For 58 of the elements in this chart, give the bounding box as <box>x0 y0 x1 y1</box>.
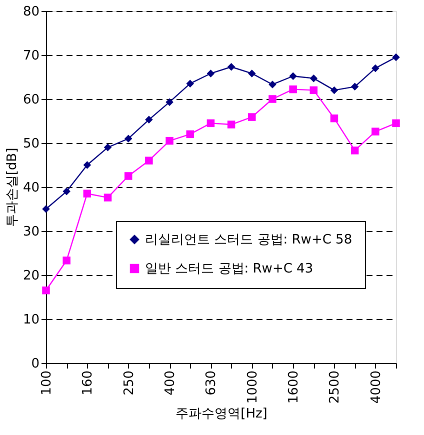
point <box>186 130 194 138</box>
point <box>392 53 400 62</box>
point <box>330 114 338 122</box>
point <box>206 70 215 78</box>
point <box>392 119 400 128</box>
point <box>83 161 92 169</box>
x-tick-label: 4000 <box>368 370 384 404</box>
x-tick-label: 1600 <box>286 370 302 404</box>
y-tick-label: 80 <box>22 4 40 20</box>
point <box>124 134 132 142</box>
point <box>350 146 359 154</box>
point <box>42 286 50 294</box>
y-axis-title: 투과손실[dB] <box>4 148 20 228</box>
y-tick-label: 50 <box>22 136 40 152</box>
y-tick-label: 30 <box>22 224 40 240</box>
point <box>310 74 318 82</box>
point <box>42 205 50 213</box>
point <box>62 188 70 196</box>
y-tick-label: 60 <box>22 92 40 108</box>
y-tick-label: 40 <box>22 180 40 196</box>
point <box>330 86 338 94</box>
point <box>124 172 132 180</box>
point <box>186 80 194 88</box>
point <box>145 156 153 164</box>
point <box>248 70 256 78</box>
y-tick-label: 70 <box>22 48 40 64</box>
point <box>350 82 359 91</box>
point <box>310 86 318 94</box>
point <box>145 116 153 124</box>
point <box>227 120 236 128</box>
point <box>372 128 380 136</box>
point <box>166 136 174 145</box>
x-tick-label: 400 <box>163 370 178 396</box>
point <box>289 72 297 80</box>
y-tick-label: 0 <box>31 356 40 372</box>
x-tick-label: 630 <box>204 370 220 396</box>
legend-label: 리실리언트 스터드 공법: Rw+C 58 <box>145 232 352 248</box>
point <box>62 256 70 264</box>
x-tick-label: 250 <box>122 370 137 396</box>
point <box>372 64 380 72</box>
x-tick-label: 1000 <box>245 370 260 404</box>
legend-label: 일반 스터드 공법: Rw+C 43 <box>145 262 314 276</box>
point <box>166 98 174 106</box>
point <box>268 80 276 88</box>
point <box>289 85 297 94</box>
x-tick-label: 2500 <box>328 370 343 404</box>
point <box>227 63 236 71</box>
point <box>104 194 112 202</box>
y-tick-label: 10 <box>22 312 40 328</box>
point <box>268 95 276 103</box>
x-axis-title: 주파수영역[Hz] <box>176 406 268 422</box>
point <box>206 119 215 128</box>
point <box>104 144 112 152</box>
point <box>83 190 92 198</box>
y-tick-label: 20 <box>22 268 40 284</box>
point <box>248 113 256 121</box>
x-tick-label: 100 <box>40 370 54 396</box>
x-tick-label: 160 <box>80 370 96 396</box>
